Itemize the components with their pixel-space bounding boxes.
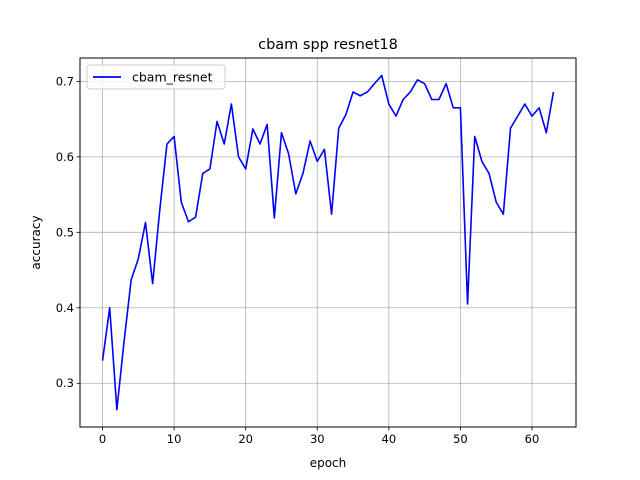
series-layer [101,74,555,411]
x-tick-label: 10 [167,432,182,446]
x-tick-label: 30 [310,432,325,446]
plot-frame [79,57,577,428]
y-tick-label: 0.3 [56,376,74,390]
series-line [101,74,555,411]
y-tick-label: 0.7 [56,74,74,88]
x-tick-label: 20 [238,432,253,446]
legend: cbam_resnet [86,64,226,90]
x-tick-label: 60 [525,432,540,446]
grid [80,58,576,427]
x-tick-label: 0 [99,432,106,446]
y-tick-label: 0.4 [56,301,74,315]
legend-label: cbam_resnet [132,70,213,85]
chart-title: cbam spp resnet18 [258,37,398,53]
y-tick-label: 0.6 [56,150,74,164]
ticks: 0 10 20 30 40 50 60 0.3 0.4 0.5 0.6 0.7 [56,74,540,446]
x-tick-label: 40 [382,432,397,446]
y-tick-label: 0.5 [56,225,74,239]
x-axis-label: epoch [310,456,347,470]
x-tick-label: 50 [453,432,468,446]
y-axis-label: accuracy [29,215,43,269]
legend-box [86,64,226,90]
